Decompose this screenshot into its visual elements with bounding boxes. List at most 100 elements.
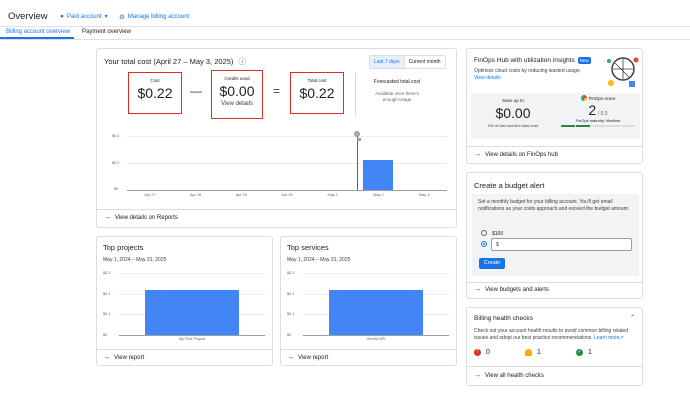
active-tab-indicator [0,37,74,39]
y-tick: $0.1 [287,312,295,317]
finops-score: FinOps score 2 / 5.0 FinOps maturity: Me… [559,95,637,127]
save-label: Save up to [502,98,524,103]
y-tick: $0.4 [112,134,120,138]
x-tick-label: Apr 29 [235,193,247,197]
finops-illustration-icon [607,57,639,87]
view-budgets-link[interactable]: → View budgets and alerts [474,286,549,293]
finops-view-details[interactable]: View details [474,75,501,81]
tab-billing-overview[interactable]: Billing account overview [6,29,71,35]
view-budgets-label: View budgets and alerts [485,286,549,293]
y-tick: $0.1 [103,312,111,317]
view-report-label: View report [114,354,145,361]
total-label: Total cost [307,78,327,83]
category-bar [329,289,423,335]
gear-icon: ⚙ [119,14,125,21]
top-services-date: May 1, 2024 – May 31, 2025 [287,257,351,263]
arrow-right-icon: → [103,354,110,361]
finops-hub-label: View details on FinOps hub [485,151,558,158]
forecast-label: Forecasted total cost [373,79,421,85]
manage-billing-link[interactable]: ⚙ Manage billing account [119,13,189,21]
budget-card: Create a budget alert Set a monthly budg… [466,172,643,299]
today-marker-line [357,134,358,190]
cost-label: Cost [150,78,160,83]
x-tick-label: Apr 30 [281,193,293,197]
x-tick-label: May 2 [373,193,384,197]
top-services-chart: $0.3 $0.2 $0.1 $0 Gemini API [285,269,453,341]
save-value: $0.00 [495,105,531,121]
credits-view-details[interactable]: View details [221,101,253,107]
projects-view-report-link[interactable]: → View report [103,354,144,361]
category-bar [145,289,239,335]
error-count: 0 [486,349,490,356]
card-divider [97,349,272,350]
range-current-month[interactable]: Current month [408,59,441,65]
finops-hub-link[interactable]: → View details on FinOps hub [474,151,558,158]
view-report-label: View report [298,354,329,361]
manage-billing-label: Manage billing account [127,14,190,20]
budget-radio-100[interactable] [481,230,487,236]
error-icon: ! [474,349,481,356]
budget-option-100-label: $100 [492,231,504,237]
y-tick: $0.2 [112,161,120,165]
score-label: FinOps score [588,95,616,101]
finops-title: FinOps Hub with utilization insights [474,57,575,64]
budget-desc: Set a monthly budget for your billing ac… [478,199,630,213]
paid-account-label: Paid account [66,13,102,20]
range-last-7-days[interactable]: Last 7 days [370,56,405,68]
new-badge: New [577,57,591,64]
gridline [119,273,265,274]
total-cost-card: Your total cost (April 27 – May 3, 2025)… [96,48,457,228]
y-tick: $0.2 [103,291,111,296]
collapse-chevron-icon[interactable]: ⌃ [630,315,636,321]
finops-logo-icon [580,95,587,101]
budget-amount-input[interactable]: $ [491,238,632,251]
top-projects-title: Top projects [103,243,144,252]
x-tick-label: Apr 27 [144,193,156,197]
gridline [127,136,447,137]
info-marker-icon[interactable]: i [354,131,360,137]
x-tick-label: Apr 28 [189,193,202,197]
y-tick: $0.2 [287,291,295,296]
arrow-right-icon: → [104,214,111,221]
score-max: / 5.0 [597,111,608,117]
help-icon[interactable]: ⓘ [238,57,246,66]
y-tick: $0.3 [287,271,295,275]
total-kpi: Total cost $0.22 [290,72,344,114]
equals-sign: = [273,84,281,98]
y-tick: $0 [114,187,119,191]
credits-kpi: Credits used $0.00 View details [211,70,263,119]
view-reports-link[interactable]: → View details on Reports [104,214,178,221]
card-divider [281,349,456,350]
learn-more-link[interactable]: Learn more [594,335,620,342]
card-divider [97,209,456,210]
top-services-card: Top services May 1, 2024 – May 31, 2025 … [280,236,457,366]
top-services-title: Top services [287,243,329,252]
finops-desc: Optimize cloud costs by reducing wasted … [474,68,581,74]
x-tick-label: Gemini API [366,337,386,341]
top-projects-chart: $0.3 $0.2 $0.1 $0 My First Project [101,269,269,341]
y-tick: $0 [103,333,108,337]
view-health-checks-link[interactable]: → View all health checks [474,372,544,379]
score-value: 2 [588,102,597,118]
card-divider [467,282,642,283]
external-link-icon: ↗ [619,335,624,342]
card-divider [467,146,642,147]
health-desc: Check out your account health results to… [474,328,628,342]
x-tick-label: May 3 [418,193,430,197]
header-divider [0,26,690,27]
x-tick-label: May 1 [327,193,338,197]
page-title: Overview [8,11,48,22]
tab-payment-overview[interactable]: Payment overview [82,29,132,35]
health-card: Billing health checks ⌃ Check out your a… [466,307,643,386]
paid-account-link[interactable]: ● Paid account ▾ [60,13,108,20]
arrow-right-icon: → [474,286,481,293]
gridline [127,163,447,164]
services-view-report-link[interactable]: → View report [287,354,328,361]
range-toggle: Last 7 days Current month [369,55,446,69]
budget-radio-custom[interactable] [481,241,487,247]
total-cost-title: Your total cost (April 27 – May 3, 2025)… [104,57,246,66]
credits-label: Credits used [224,76,250,81]
create-budget-button[interactable]: Create [479,258,505,269]
finops-title-row: FinOps Hub with utilization insights New [474,57,591,64]
top-projects-date: May 1, 2024 – May 31, 2025 [103,257,167,263]
